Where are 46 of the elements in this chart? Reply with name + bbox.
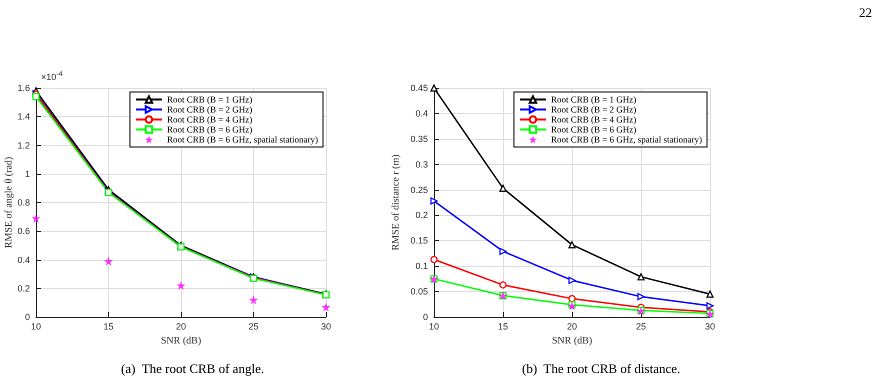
y-tick-label: 0.2 (415, 210, 428, 220)
legend-label: Root CRB (B = 1 GHz) (550, 94, 636, 104)
y-axis-title: RMSE of angle θ (rad) (4, 156, 14, 248)
y-tick-label: 0.25 (410, 184, 428, 195)
y-tick-label: 0 (422, 312, 428, 322)
y-tick-label: 0.4 (17, 254, 30, 265)
y-tick-label: 1.2 (17, 140, 30, 150)
x-tick-label: 30 (704, 322, 716, 332)
x-tick-label: 20 (176, 322, 186, 332)
y-axis-title: RMSE of distance r (m) (390, 154, 402, 251)
y-tick-label: 1.6 (17, 83, 30, 93)
y-tick-label: 0.3 (415, 159, 428, 170)
y-tick-label: 0.05 (410, 286, 428, 297)
legend-label: Root CRB (B = 2 GHz) (550, 104, 636, 114)
x-axis-title: SNR (dB) (160, 335, 202, 346)
y-tick-label: 0.6 (17, 226, 30, 236)
x-tick-label: 10 (30, 322, 42, 332)
y-tick-label: 0.35 (410, 134, 428, 144)
x-tick-label: 25 (248, 322, 259, 332)
legend-label: Root CRB (B = 6 GHz, spatial stationary) (166, 134, 318, 144)
legend-label: Root CRB (B = 4 GHz) (166, 114, 252, 124)
y-tick-label: 1.4 (17, 112, 30, 122)
x-tick-label: 10 (428, 322, 440, 332)
y-tick-label: 0.1 (415, 261, 428, 272)
legend-label: Root CRB (B = 6 GHz) (166, 124, 252, 134)
text: (b) The root CRB of distance. (522, 361, 680, 376)
y-tick-label: 0 (24, 312, 30, 322)
legend-label: Root CRB (B = 4 GHz) (550, 114, 636, 124)
x-tick-label: 30 (320, 322, 332, 332)
x-tick-label: 20 (566, 322, 578, 332)
y-tick-label: 0.2 (17, 283, 30, 294)
legend-label: Root CRB (B = 6 GHz) (550, 124, 636, 134)
legend-label: Root CRB (B = 6 GHz, spatial stationary) (550, 134, 702, 144)
x-tick-label: 15 (103, 322, 114, 332)
x-axis-title: SNR (dB) (552, 335, 592, 346)
text: 22 (859, 5, 872, 20)
text: (a) The root CRB of angle. (121, 361, 264, 376)
y-tick-label: 0.4 (415, 108, 428, 118)
y-tick-label: 1 (24, 168, 30, 179)
y-tick-label: 0.8 (17, 198, 30, 208)
x-tick-label: 25 (636, 322, 646, 332)
y-tick-label: 0.45 (410, 83, 428, 93)
legend-label: Root CRB (B = 2 GHz) (166, 104, 252, 114)
x-tick-label: 15 (498, 322, 508, 332)
y-tick-label: 0.15 (410, 236, 428, 246)
legend-label: Root CRB (B = 1 GHz) (166, 94, 252, 104)
